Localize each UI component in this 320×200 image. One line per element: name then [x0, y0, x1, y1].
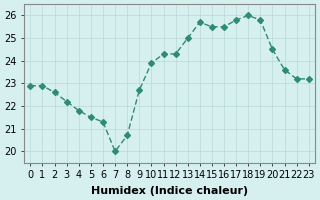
X-axis label: Humidex (Indice chaleur): Humidex (Indice chaleur) [91, 186, 248, 196]
